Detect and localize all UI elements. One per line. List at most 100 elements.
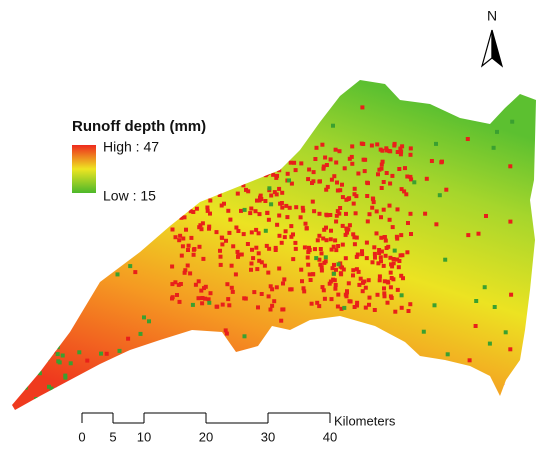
speckle — [323, 155, 328, 160]
speckle — [510, 119, 515, 124]
speckle — [360, 105, 365, 110]
speckle — [183, 268, 188, 273]
speckle — [182, 215, 187, 220]
speckle — [227, 303, 232, 308]
speckle — [73, 302, 78, 307]
speckle — [291, 142, 296, 147]
speckle — [128, 393, 133, 397]
speckle — [408, 152, 413, 157]
speckle — [303, 221, 308, 226]
speckle — [189, 158, 194, 163]
speckle — [37, 371, 42, 376]
speckle — [317, 211, 322, 216]
speckle — [220, 302, 225, 307]
speckle — [252, 290, 257, 295]
speckle — [329, 297, 334, 302]
speckle — [280, 190, 285, 195]
speckle — [315, 238, 320, 243]
speckle — [343, 232, 348, 237]
speckle — [255, 267, 260, 272]
speckle — [164, 355, 169, 360]
speckle — [257, 258, 262, 263]
speckle — [27, 354, 32, 359]
speckle — [191, 252, 196, 257]
speckle — [289, 145, 294, 150]
speckle — [172, 182, 177, 187]
speckle — [393, 309, 398, 314]
speckle — [328, 279, 333, 284]
speckle — [206, 190, 211, 195]
speckle — [395, 257, 400, 262]
speckle — [200, 296, 205, 300]
speckle — [350, 161, 355, 166]
speckle — [331, 271, 336, 276]
speckle — [291, 232, 295, 237]
speckle — [382, 291, 387, 296]
speckle — [142, 315, 146, 320]
speckle — [207, 224, 212, 229]
speckle — [251, 256, 256, 261]
speckle — [130, 363, 135, 368]
speckle — [244, 187, 248, 192]
speckle — [406, 309, 411, 313]
speckle — [241, 183, 246, 188]
speckle — [201, 256, 206, 261]
speckle — [388, 270, 393, 275]
speckle — [70, 213, 75, 218]
speckle — [371, 197, 376, 202]
speckle — [360, 289, 365, 294]
speckle — [333, 283, 338, 287]
speckle — [170, 198, 175, 203]
speckle — [331, 244, 336, 249]
north-arrow-left — [480, 29, 493, 68]
speckle — [103, 380, 108, 385]
speckle — [126, 390, 131, 394]
speckle — [298, 215, 303, 220]
speckle — [254, 245, 259, 250]
speckle — [389, 295, 394, 300]
speckle — [218, 248, 222, 253]
speckle — [256, 305, 260, 310]
scale-unit: Kilometers — [334, 413, 396, 428]
speckle — [387, 149, 392, 153]
speckle — [263, 142, 268, 147]
speckle — [387, 203, 392, 208]
speckle — [178, 211, 183, 216]
speckle — [336, 244, 341, 248]
legend: Runoff depth (mm) High : 47 Low : 15 — [72, 118, 206, 204]
speckle — [351, 273, 355, 278]
speckle — [121, 157, 126, 162]
speckle — [211, 171, 216, 176]
speckle — [370, 205, 375, 210]
speckle — [242, 334, 247, 339]
speckle — [205, 208, 210, 213]
speckle — [212, 159, 216, 164]
speckle — [212, 113, 217, 118]
speckle — [251, 175, 256, 180]
speckle — [307, 247, 312, 252]
speckle — [406, 221, 410, 225]
speckle — [300, 279, 304, 284]
speckle — [193, 282, 198, 287]
speckle — [339, 306, 344, 311]
speckle — [277, 186, 282, 191]
speckle — [331, 277, 336, 282]
speckle — [277, 168, 282, 173]
speckle — [128, 264, 133, 269]
speckle — [274, 162, 279, 167]
speckle — [503, 330, 508, 335]
speckle — [216, 162, 221, 167]
speckle — [465, 137, 470, 141]
speckle — [351, 232, 356, 237]
speckle — [183, 147, 188, 152]
speckle — [255, 153, 260, 158]
speckle — [374, 209, 379, 214]
speckle — [248, 211, 253, 216]
speckle — [396, 265, 401, 270]
speckle — [188, 209, 193, 214]
speckle — [395, 150, 400, 154]
speckle — [344, 197, 349, 202]
speckle — [282, 235, 287, 240]
speckle — [372, 308, 377, 312]
speckle — [129, 380, 134, 384]
